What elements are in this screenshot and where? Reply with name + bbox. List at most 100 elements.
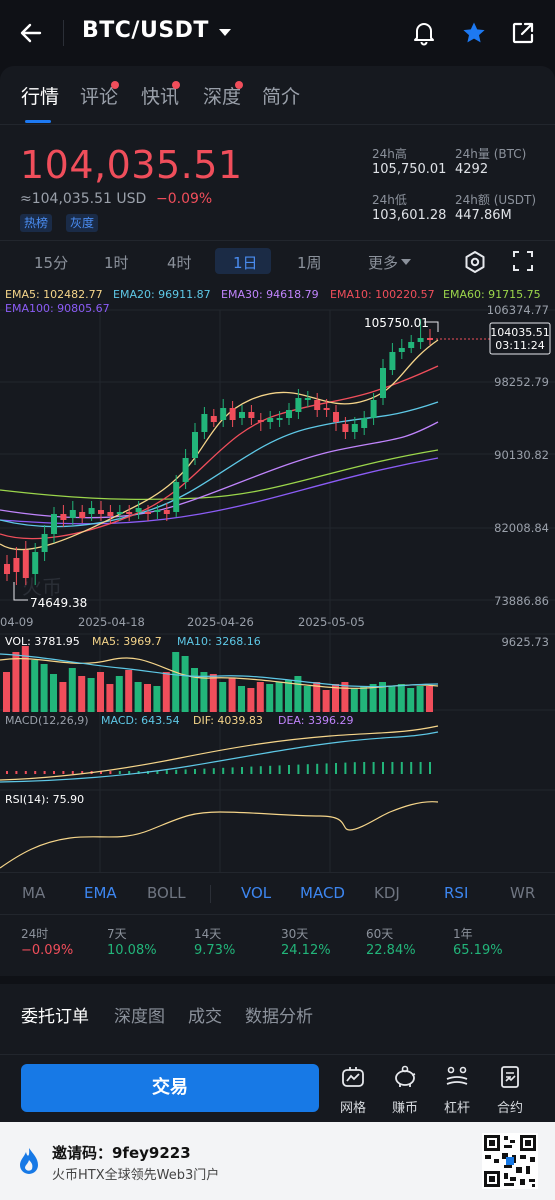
ind-macd[interactable]: MACD xyxy=(300,884,345,902)
hot-list-badge[interactable]: 热榜 xyxy=(20,214,53,232)
interval-more[interactable]: 更多 xyxy=(368,254,399,272)
candle-body xyxy=(304,398,311,400)
ind-ema[interactable]: EMA xyxy=(84,884,117,902)
macd-histogram-bar xyxy=(43,771,46,774)
candle-body xyxy=(145,512,151,514)
tab-intro[interactable]: 简介 xyxy=(262,86,301,108)
ind-ma[interactable]: MA xyxy=(22,884,46,902)
tab-open-orders[interactable]: 委托订单 xyxy=(21,1007,89,1027)
candle-body xyxy=(41,534,48,552)
candle-body xyxy=(370,400,377,418)
candle-body xyxy=(389,352,396,370)
margin-tool[interactable]: 杠杆 xyxy=(435,1065,479,1116)
interval-bar: 15分 1时 4时 1日 1周 更多 xyxy=(0,240,555,282)
grid-tool[interactable]: 网格 xyxy=(331,1065,375,1116)
volume-bar xyxy=(21,646,29,712)
contract-icon xyxy=(501,1066,519,1088)
bell-icon[interactable] xyxy=(411,20,437,46)
volume-value: 4292 xyxy=(455,162,489,177)
trade-button[interactable]: 交易 xyxy=(21,1064,319,1112)
tab-news[interactable]: 快讯 xyxy=(141,86,180,108)
candle-body xyxy=(427,338,433,340)
ind-kdj[interactable]: KDJ xyxy=(374,884,400,902)
indicator-bar: MA EMA BOLL VOL MACD KDJ RSI WR xyxy=(0,872,555,914)
tab-depth-dot xyxy=(235,81,243,89)
candle-body xyxy=(351,424,358,432)
candle-body xyxy=(201,414,208,432)
interval-1w[interactable]: 1周 xyxy=(297,254,322,272)
high-label: 24h高 xyxy=(372,147,407,161)
tab-depth-chart[interactable]: 深度图 xyxy=(114,1007,165,1027)
candle-body xyxy=(323,408,330,410)
ind-boll[interactable]: BOLL xyxy=(147,884,186,902)
min-price-marker: 74649.38 xyxy=(30,596,87,610)
volume-label: 24h量 (BTC) xyxy=(455,147,527,161)
ema100-legend: EMA100: 90805.67 xyxy=(5,302,110,315)
tab-trades[interactable]: 成交 xyxy=(188,1007,222,1027)
x-tick-2: 2025-04-18 xyxy=(78,615,145,629)
tab-market[interactable]: 行情 xyxy=(21,86,60,108)
candle-body xyxy=(182,458,189,482)
settings-hexagon-icon[interactable] xyxy=(463,250,487,274)
invite-banner[interactable]: 邀请码：9fey9223 火币HTX全球领先Web3门户 xyxy=(0,1122,555,1200)
volume-bar xyxy=(275,682,283,712)
dif-value: DIF: 4039.83 xyxy=(193,714,263,727)
pair-title[interactable]: BTC/USDT xyxy=(82,18,209,43)
invite-subtitle: 火币HTX全球领先Web3门户 xyxy=(52,1168,220,1183)
earn-tool[interactable]: 赚币 xyxy=(383,1065,427,1116)
volume-bar xyxy=(341,682,349,712)
candle-body xyxy=(69,510,76,518)
ind-vol[interactable]: VOL xyxy=(241,884,272,902)
favorite-star-icon[interactable] xyxy=(461,20,487,46)
kline-chart[interactable]: 火币 106374.77 98252.79 90130.82 82008.84 xyxy=(0,282,555,872)
candle-body xyxy=(135,508,142,512)
divider xyxy=(63,20,64,46)
interval-4h[interactable]: 4时 xyxy=(167,254,192,272)
volume-bar xyxy=(78,676,86,712)
macd-histogram-bar xyxy=(128,771,131,774)
grayscale-badge[interactable]: 灰度 xyxy=(66,214,99,232)
tab-depth[interactable]: 深度 xyxy=(203,86,242,108)
ind-wr[interactable]: WR xyxy=(510,884,536,902)
volume-bar xyxy=(50,674,57,712)
interval-1d[interactable]: 1日 xyxy=(215,248,271,274)
candle-body xyxy=(98,510,104,514)
ema60-legend: EMA60: 91715.75 xyxy=(443,288,541,301)
candle-body xyxy=(60,514,67,520)
period-label-1y: 1年 xyxy=(453,927,473,941)
candle-body xyxy=(4,564,10,574)
tab-comments[interactable]: 评论 xyxy=(80,86,119,108)
pair-dropdown-icon[interactable] xyxy=(219,29,231,36)
futures-tool[interactable]: 合约 xyxy=(488,1065,532,1116)
vol-max-label: 9625.73 xyxy=(501,635,549,649)
volume-bar xyxy=(219,682,227,712)
volume-bar xyxy=(115,676,123,712)
macd-histogram-bar xyxy=(278,765,281,774)
interval-15m[interactable]: 15分 xyxy=(34,254,69,272)
ind-rsi[interactable]: RSI xyxy=(444,884,469,902)
volume-bar xyxy=(87,678,95,712)
macd-histogram-bar xyxy=(53,771,55,774)
tab-data-analysis[interactable]: 数据分析 xyxy=(245,1007,313,1027)
macd-histogram-bar xyxy=(203,768,206,774)
candle-body xyxy=(398,348,405,352)
share-icon[interactable] xyxy=(510,20,536,46)
macd-histogram-group xyxy=(6,762,431,774)
earn-tool-label: 赚币 xyxy=(391,1101,418,1116)
interval-1d-label: 1日 xyxy=(233,254,258,272)
volume-bar xyxy=(228,678,236,712)
candle-body xyxy=(51,514,57,534)
interval-1h[interactable]: 1时 xyxy=(104,254,129,272)
fullscreen-icon[interactable] xyxy=(512,250,534,272)
chart-canvas[interactable]: 火币 106374.77 98252.79 90130.82 82008.84 xyxy=(0,282,555,872)
grid-tool-label: 网格 xyxy=(339,1101,366,1116)
back-arrow-icon[interactable] xyxy=(18,20,44,46)
macd-histogram-bar xyxy=(344,762,347,774)
macd-histogram-bar xyxy=(109,771,112,774)
candle-body xyxy=(126,512,133,514)
volume-bar xyxy=(153,686,161,712)
volume-bar xyxy=(416,686,424,712)
qr-code-icon xyxy=(482,1133,538,1189)
candle-body xyxy=(257,420,264,422)
volume-bar xyxy=(125,670,133,712)
